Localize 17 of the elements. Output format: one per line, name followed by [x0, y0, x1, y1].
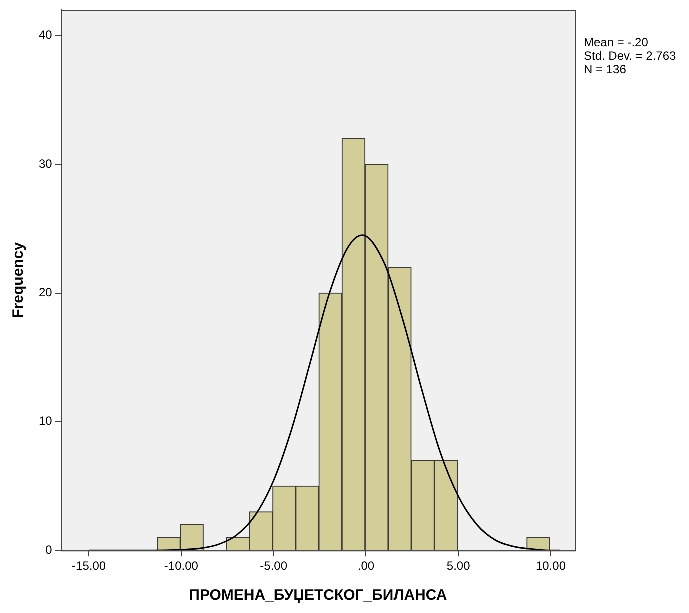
x-tick-label: -10.00 — [164, 559, 199, 574]
y-axis-title: Frequency — [10, 242, 28, 318]
x-tick-label: -15.00 — [72, 559, 106, 574]
x-tick-label: -5.00 — [260, 559, 288, 574]
text: N = 136 — [584, 62, 627, 77]
line-series — [88, 234, 561, 551]
x-tick-label: 5.00 — [446, 559, 471, 574]
x-axis-title: ПРОМЕНА_БУЏЕТСКОГ_БИЛАНСА — [189, 587, 448, 604]
y-tick-label: 0 — [46, 542, 53, 557]
y-tick-label: 40 — [38, 28, 53, 42]
text: Std. Dev. = 2.763 — [584, 49, 676, 64]
text: Mean = -.20 — [584, 36, 649, 50]
y-tick-label: 20 — [38, 286, 53, 300]
x-tick-label: .00 — [358, 559, 375, 574]
y-tick-label: 10 — [38, 414, 53, 428]
x-tick-label: 10.00 — [536, 559, 566, 574]
y-tick-label: 30 — [38, 156, 53, 171]
